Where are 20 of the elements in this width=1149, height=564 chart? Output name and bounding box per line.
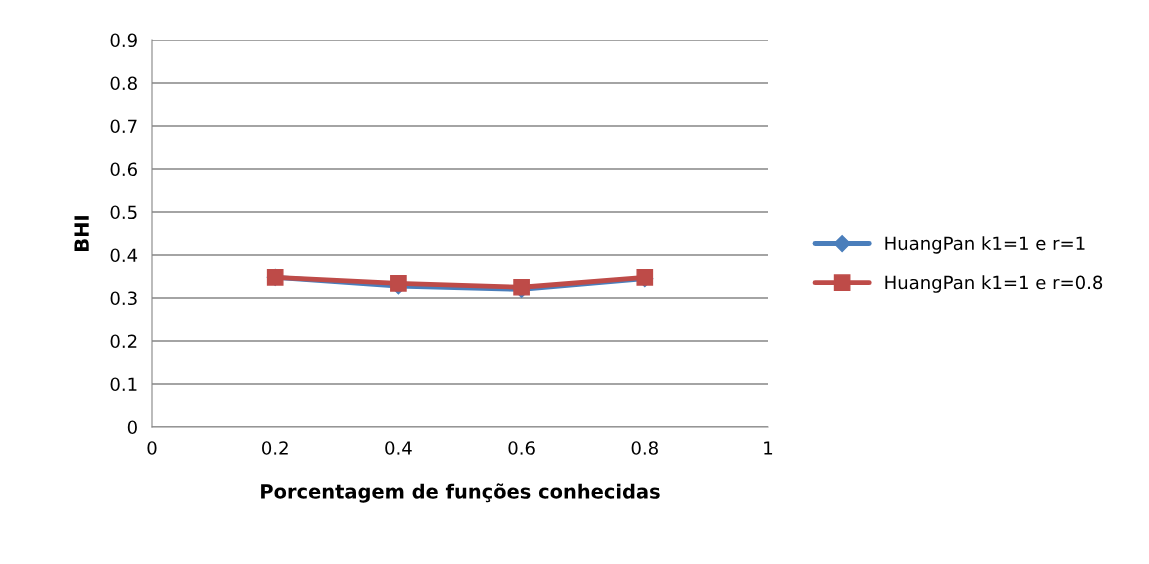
x-tick-label: 0 [147,441,157,455]
x-tick-label: 1 [764,441,773,455]
y-tick-label: 0.7 [110,119,137,134]
y-tick-label: 0.3 [110,291,137,306]
legend-label: HuangPan k1=1 e r=1 [885,236,1085,254]
x-tick-label: 0.8 [631,441,658,455]
y-tick-label: 0.2 [110,334,137,349]
x-tick-label: 0.6 [508,441,535,455]
y-tick-label: 0.1 [110,377,137,392]
y-tick-label: 0.8 [110,76,137,91]
y-tick-label: 0.5 [110,205,137,220]
x-axis-title: Porcentagem de funções conhecidas [261,483,660,503]
x-tick-label: 0.2 [262,441,288,455]
x-tick-label: 0.4 [385,441,412,455]
y-tick-label: 0.6 [110,162,137,177]
y-tick-label: 0.4 [110,248,138,263]
y-tick-label: 0 [127,420,137,435]
legend-label: HuangPan k1=1 e r=0.8 [885,275,1103,293]
y-tick-label: 0.9 [110,33,137,48]
y-axis-title: BHI [74,216,89,251]
